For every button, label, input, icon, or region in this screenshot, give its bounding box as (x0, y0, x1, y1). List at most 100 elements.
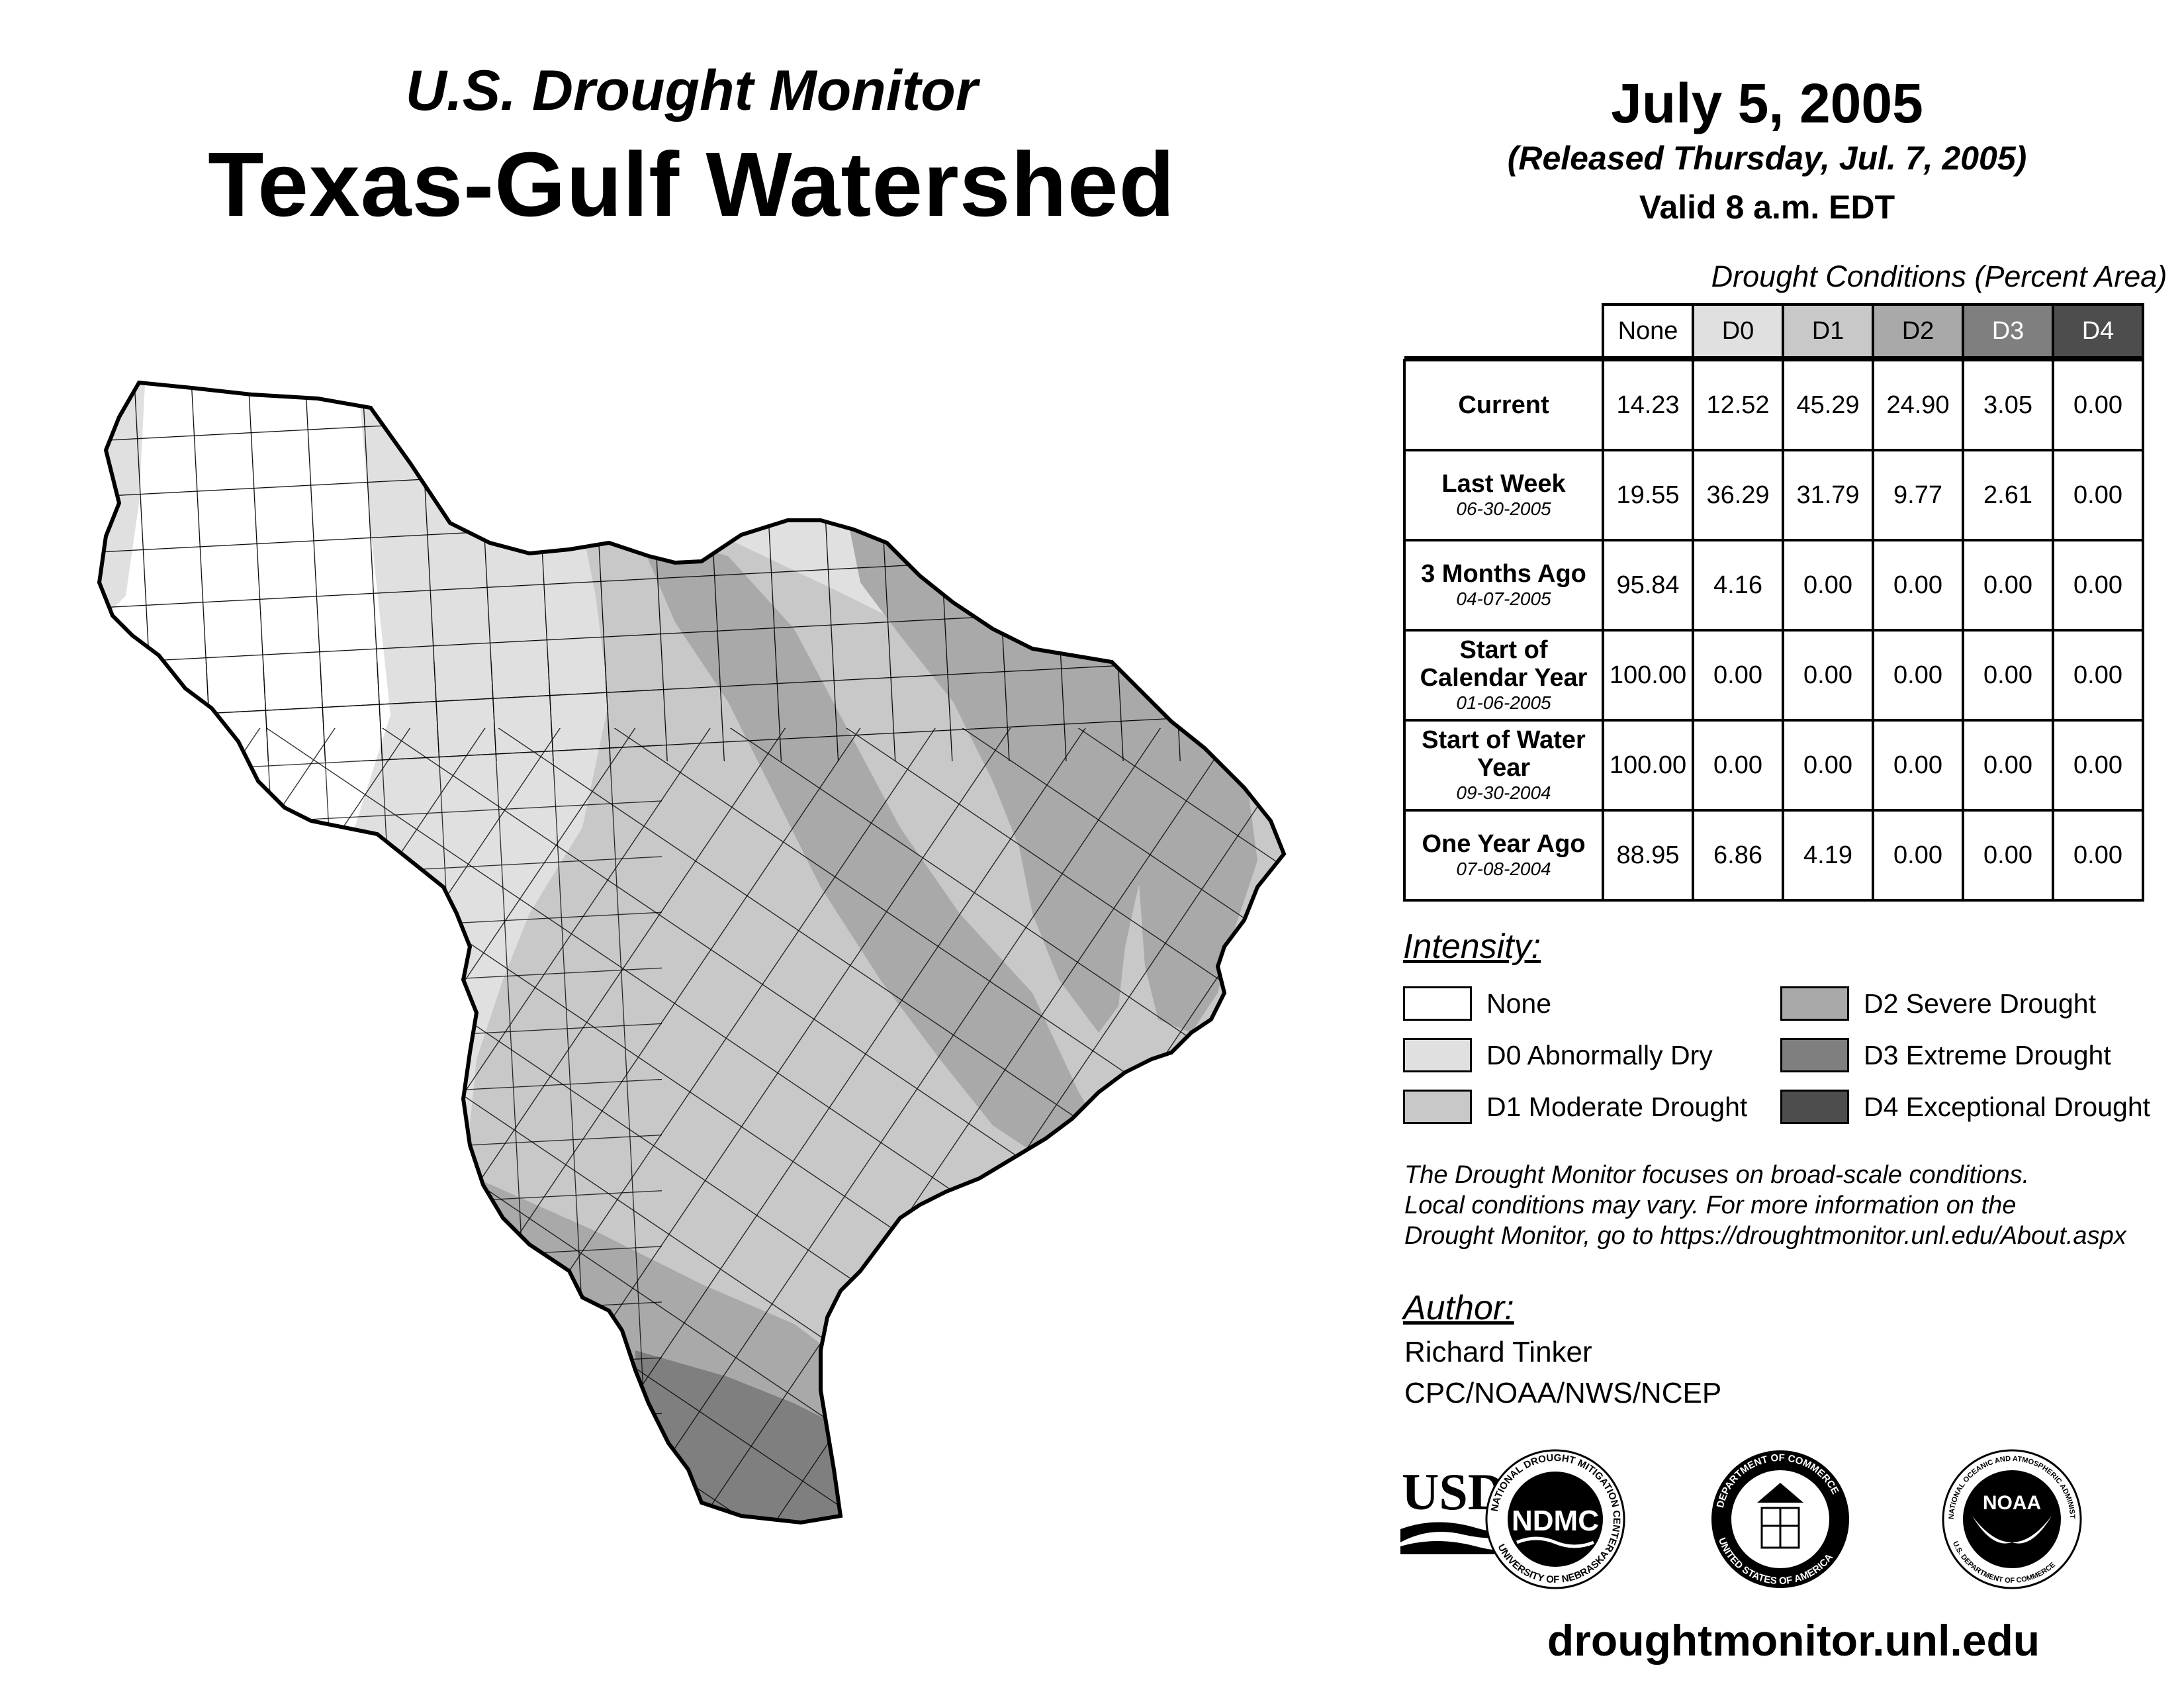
table-cell: 24.90 (1872, 359, 1964, 451)
table-cell: 36.29 (1692, 449, 1784, 541)
row-label-text: 3 Months Ago (1421, 560, 1586, 588)
table-cell: 0.00 (1872, 629, 1964, 722)
col-header-d4: D4 (2052, 303, 2144, 359)
legend-label-d4: D4 Exceptional Drought (1864, 1091, 2151, 1122)
row-label: Last Week 06-30-2005 (1403, 449, 1604, 541)
table-cell: 31.79 (1782, 449, 1874, 541)
ndmc-logo-text: NDMC (1512, 1505, 1599, 1537)
commerce-seal: DEPARTMENT OF COMMERCE UNITED STATES OF … (1711, 1450, 1849, 1588)
table-cell: 0.00 (2052, 719, 2144, 812)
legend-swatch-d1 (1403, 1090, 1472, 1124)
table-cell: 3.05 (1962, 359, 2054, 451)
row-label-text: Start of Calendar Year (1420, 636, 1588, 692)
col-header-none: None (1602, 303, 1694, 359)
col-header-d0: D0 (1692, 303, 1784, 359)
row-label: Current (1403, 359, 1604, 451)
agency-logos: USDA NDMC NATIONAL DROUGHT MITIGATION CE… (1396, 1443, 2082, 1589)
legend-item-d1: D1 Moderate Drought (1403, 1088, 1747, 1125)
ndmc-logo: NDMC NATIONAL DROUGHT MITIGATION CENTER … (1485, 1449, 1625, 1589)
col-header-d1: D1 (1782, 303, 1874, 359)
table-caption: Drought Conditions (Percent Area) (1711, 259, 2167, 293)
table-cell: 88.95 (1602, 809, 1694, 902)
table-row: 3 Months Ago 04-07-2005 95.84 4.16 0.00 0.00 0… (1403, 539, 2144, 632)
row-label: 3 Months Ago 04-07-2005 (1403, 539, 1604, 632)
table-cell: 100.00 (1602, 719, 1694, 812)
row-label-text: One Year Ago (1422, 830, 1586, 858)
disclaimer-note: The Drought Monitor focuses on broad-sca… (1404, 1160, 2179, 1251)
table-cell: 12.52 (1692, 359, 1784, 451)
row-label: One Year Ago 07-08-2004 (1403, 809, 1604, 902)
website-link[interactable]: droughtmonitor.unl.edu (1547, 1616, 2040, 1665)
map-date: July 5, 2005 (1611, 72, 1923, 134)
legend-label-d3: D3 Extreme Drought (1864, 1039, 2111, 1070)
legend-swatch-d2 (1780, 986, 1849, 1021)
table-cell: 0.00 (1962, 719, 2054, 812)
col-header-d2: D2 (1872, 303, 1964, 359)
supertitle: U.S. Drought Monitor (405, 59, 978, 122)
table-cell: 0.00 (2052, 809, 2144, 902)
table-cell: 2.61 (1962, 449, 2054, 541)
table-cell: 100.00 (1602, 629, 1694, 722)
table-cell: 6.86 (1692, 809, 1784, 902)
note-line-3: Drought Monitor, go to https://droughtmo… (1404, 1222, 2126, 1250)
page-title: Texas-Gulf Watershed (208, 134, 1175, 236)
row-date: 06-30-2005 (1456, 498, 1551, 519)
table-row: Current 14.23 12.52 45.29 24.90 3.05 0.00 (1403, 359, 2144, 451)
table-row: Start of Calendar Year 01-06-2005 100.00 0.… (1403, 629, 2144, 722)
legend-item-d0: D0 Abnormally Dry (1403, 1037, 1713, 1074)
legend-label-d2: D2 Severe Drought (1864, 988, 2096, 1019)
note-line-1: The Drought Monitor focuses on broad-sca… (1404, 1161, 2030, 1189)
table-cell: 0.00 (1782, 539, 1874, 632)
legend-swatch-none (1403, 986, 1472, 1021)
valid-time: Valid 8 a.m. EDT (1639, 189, 1895, 226)
table-row: Last Week 06-30-2005 19.55 36.29 31.79 9.77 2.… (1403, 449, 2144, 541)
legend-label-d1: D1 Moderate Drought (1486, 1091, 1748, 1122)
table-cell: 0.00 (1782, 719, 1874, 812)
table-cell: 0.00 (1962, 629, 2054, 722)
legend-title: Intensity: (1403, 927, 1541, 966)
table-cell: 0.00 (1692, 719, 1784, 812)
row-date: 04-07-2005 (1456, 588, 1551, 609)
table-cell: 0.00 (2052, 539, 2144, 632)
row-date: 07-08-2004 (1456, 859, 1551, 879)
table-cell: 14.23 (1602, 359, 1694, 451)
row-label: Start of Calendar Year 01-06-2005 (1403, 629, 1604, 722)
author-title: Author: (1403, 1289, 1514, 1327)
row-label-text: Current (1458, 391, 1549, 419)
table-row: One Year Ago 07-08-2004 88.95 6.86 4.19 0.00 0… (1403, 809, 2144, 902)
drought-conditions-table: None D0 D1 D2 D3 D4 Current 14.23 12.52 45.… (1403, 303, 2144, 902)
table-cell: 0.00 (1872, 809, 1964, 902)
legend-label-none: None (1486, 988, 1552, 1019)
drought-map (0, 0, 1324, 1589)
legend-item-d4: D4 Exceptional Drought (1780, 1088, 2150, 1125)
legend-item-d2: D2 Severe Drought (1780, 985, 2096, 1022)
legend-item-d3: D3 Extreme Drought (1780, 1037, 2111, 1074)
legend-swatch-d0 (1403, 1038, 1472, 1072)
table-cell: 19.55 (1602, 449, 1694, 541)
note-line-2: Local conditions may vary. For more info… (1404, 1192, 2017, 1219)
row-label-text: Last Week (1441, 470, 1566, 498)
row-date: 01-06-2005 (1456, 692, 1551, 713)
table-cell: 0.00 (1872, 719, 1964, 812)
table-header-row: None D0 D1 D2 D3 D4 (1404, 303, 2144, 359)
table-cell: 9.77 (1872, 449, 1964, 541)
row-label-text: Start of Water Year (1422, 726, 1586, 782)
legend-label-d0: D0 Abnormally Dry (1486, 1039, 1713, 1070)
legend-swatch-d3 (1780, 1038, 1849, 1072)
table-cell: 0.00 (2052, 629, 2144, 722)
table-cell: 0.00 (2052, 359, 2144, 451)
author-org: CPC/NOAA/NWS/NCEP (1404, 1377, 1722, 1409)
legend-item-none: None (1403, 985, 1551, 1022)
table-corner (1404, 305, 1604, 359)
table-cell: 4.19 (1782, 809, 1874, 902)
table-row: Start of Water Year 09-30-2004 100.00 0.00 0… (1403, 719, 2144, 812)
row-date: 09-30-2004 (1456, 782, 1551, 803)
table-cell: 0.00 (1692, 629, 1784, 722)
author-name: Richard Tinker (1404, 1336, 1592, 1368)
release-date: (Released Thursday, Jul. 7, 2005) (1507, 140, 2027, 177)
table-cell: 0.00 (1962, 809, 2054, 902)
legend-swatch-d4 (1780, 1090, 1849, 1124)
row-label: Start of Water Year 09-30-2004 (1403, 719, 1604, 812)
table-cell: 0.00 (2052, 449, 2144, 541)
noaa-logo-text: NOAA (1983, 1492, 2041, 1514)
